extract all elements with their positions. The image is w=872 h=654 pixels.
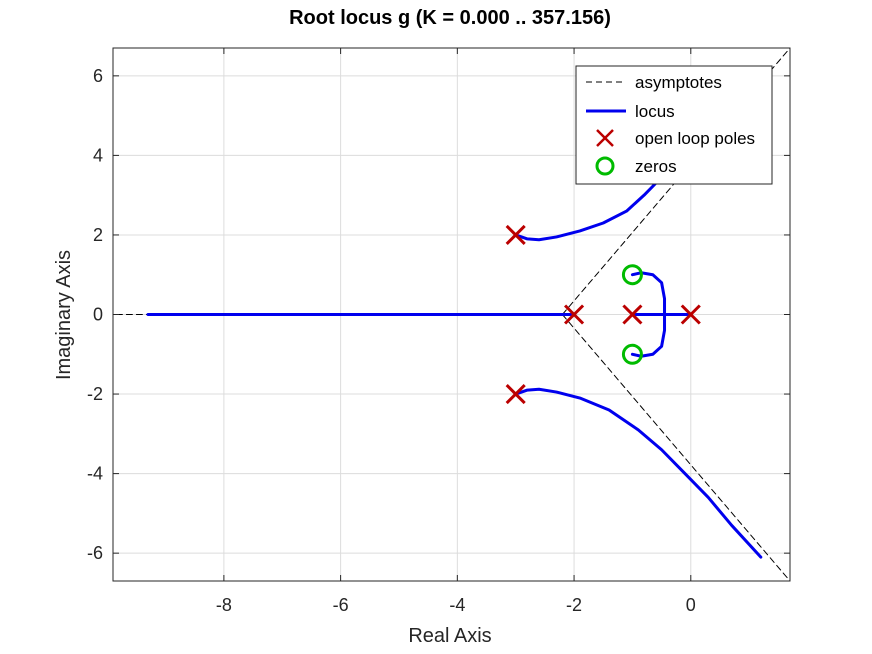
y-tick-label: 4: [93, 145, 103, 165]
y-tick-label: 2: [93, 225, 103, 245]
open-loop-pole-marker: [505, 383, 526, 405]
locus-branch-0: [514, 169, 669, 242]
legend-zeros-label: zeros: [635, 157, 677, 176]
x-tick-label: -6: [333, 595, 349, 615]
chart-title: Root locus g (K = 0.000 .. 357.156): [289, 7, 611, 29]
open-loop-pole-marker: [505, 224, 526, 246]
open-loop-pole-marker: [622, 304, 643, 325]
x-tick-label: -4: [449, 595, 465, 615]
legend-box: [575, 65, 773, 185]
locus-branch-5: [630, 271, 667, 316]
x-tick-label: 0: [686, 595, 696, 615]
asymptote-line-1: [561, 314, 790, 581]
ticks: -8 -6 -4 -2 0 -6 -4 -2 0 2 4 6: [87, 48, 790, 615]
x-tick-label: -2: [566, 595, 582, 615]
y-tick-label: -4: [87, 464, 103, 484]
zero-marker: [621, 264, 643, 286]
legend-poles-swatch: [596, 129, 614, 147]
open-loop-pole-marker: [680, 304, 701, 325]
locus-branch-1: [514, 387, 763, 559]
y-tick-label: -2: [87, 384, 103, 404]
legend-asymptotes-label: asymptotes: [635, 73, 722, 92]
y-axis-label: Imaginary Axis: [53, 250, 75, 380]
open-loop-pole-marker: [563, 304, 585, 325]
legend-poles-label: open loop poles: [635, 129, 755, 148]
y-tick-label: 0: [93, 305, 103, 325]
zero-marker: [621, 343, 643, 365]
x-tick-label: -8: [216, 595, 232, 615]
y-tick-label: 6: [93, 66, 103, 86]
legend: asymptotes locus open loop poles zeros: [575, 65, 773, 185]
y-tick-label: -6: [87, 543, 103, 563]
x-axis-label: Real Axis: [408, 625, 491, 647]
legend-zeros-swatch: [595, 156, 615, 176]
locus-branch-6: [630, 313, 667, 358]
legend-locus-label: locus: [635, 102, 675, 121]
